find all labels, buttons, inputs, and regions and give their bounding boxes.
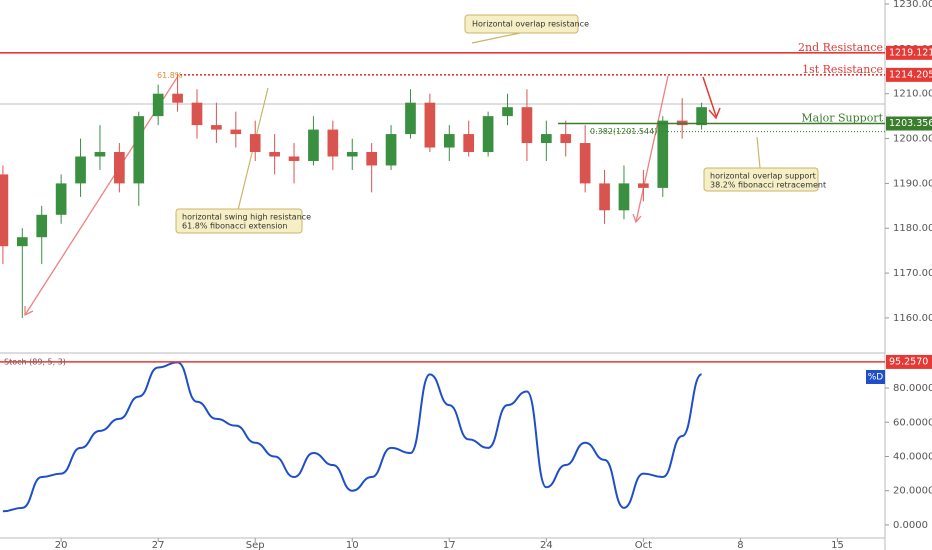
y-tick-label: 1210.000 <box>893 89 932 100</box>
level-value: 1214.205 <box>889 69 932 80</box>
y-tick-label: 1190.000 <box>893 178 932 189</box>
callout-text: 38.2% fibonacci retracement <box>710 181 826 190</box>
y-tick-label: 0.0000 <box>893 520 928 531</box>
x-tick-label: 17 <box>443 540 456 550</box>
stoch-line <box>2 361 703 513</box>
candle-body <box>560 134 572 144</box>
callout-box <box>464 14 579 34</box>
candle-body <box>133 116 145 184</box>
level-badge <box>886 67 932 82</box>
candle-body <box>16 237 28 247</box>
candle-body <box>405 102 416 135</box>
x-tick-label: 10 <box>346 540 359 550</box>
x-tick-label: 24 <box>540 540 553 550</box>
candle-body <box>540 134 552 144</box>
projection-arrow <box>702 76 721 120</box>
x-tick-label: 27 <box>152 540 165 550</box>
callout-text: 61.8% fibonacci extension <box>182 222 288 231</box>
level-badge <box>886 116 932 131</box>
x-tick-label: Oct <box>635 540 652 550</box>
level-name: 1st Resistance <box>802 63 883 76</box>
candle-body <box>249 134 261 153</box>
candle-body <box>172 93 183 103</box>
candle-body <box>75 156 86 184</box>
candle-body <box>230 129 242 135</box>
candle-body <box>114 152 125 184</box>
x-tick-label: Sep <box>246 540 265 550</box>
fib-high-label: 61.8% <box>157 71 183 80</box>
callout-text: horizontal overlap support <box>710 172 816 181</box>
candle-body <box>521 107 533 144</box>
y-tick-label: 20.0000 <box>893 486 932 497</box>
legend-label: %D <box>868 373 884 383</box>
candle-body <box>424 102 436 148</box>
candle-body <box>579 143 591 184</box>
candle-body <box>482 116 494 153</box>
candle-body <box>657 120 669 188</box>
legend-badge <box>866 370 885 384</box>
candle-body <box>191 102 203 126</box>
fib-label: 0.382(1201.544) <box>590 127 657 136</box>
y-tick-label: 1170.000 <box>893 268 932 279</box>
fib-arrows <box>24 75 669 317</box>
candle-body <box>385 134 397 166</box>
y-tick-label: 1160.000 <box>893 313 932 324</box>
candle-body <box>0 174 9 247</box>
stoch-level-badge <box>886 354 932 369</box>
candle-body <box>152 93 164 117</box>
candle-body <box>288 156 300 161</box>
callout-text: horizontal swing high resistance <box>182 213 311 222</box>
callout-box <box>175 208 303 234</box>
x-tick-label: 8 <box>737 540 743 550</box>
callouts: Horizontal overlap resistance horizontal… <box>175 14 826 234</box>
candle-body <box>55 183 67 215</box>
level-value: 1203.356 <box>889 118 932 129</box>
stoch-level-label: 95.2570 <box>889 356 928 367</box>
y-tick-label: 60.0000 <box>893 417 932 428</box>
candle-body <box>618 183 630 211</box>
callout-text: Horizontal overlap resistance <box>472 20 589 29</box>
level-name: 2nd Resistance <box>798 41 883 54</box>
callout-box <box>703 167 819 192</box>
level-value: 1219.121 <box>889 47 932 58</box>
x-tick-label: 20 <box>55 540 68 550</box>
candle-body <box>269 152 280 157</box>
candle-body <box>599 183 610 211</box>
level-badge <box>886 45 932 60</box>
candle-body <box>638 183 649 188</box>
candle-body <box>696 107 707 126</box>
x-tick-label: 15 <box>831 540 844 550</box>
candle-body <box>463 134 475 153</box>
candle-body <box>94 152 106 157</box>
candle-body <box>502 107 513 117</box>
y-tick-label: 1180.000 <box>893 223 932 234</box>
candle-body <box>36 214 48 238</box>
candle-body <box>366 152 377 166</box>
candle-body <box>211 125 222 130</box>
y-tick-label: 40.0000 <box>893 451 932 462</box>
candle-body <box>308 129 319 161</box>
candle-body <box>346 152 358 157</box>
level-name: Major Support <box>801 112 883 125</box>
candle-body <box>327 129 339 157</box>
y-tick-label: 80.0000 <box>893 383 932 394</box>
candle-body <box>443 134 455 148</box>
y-tick-label: 1230.000 <box>893 0 932 10</box>
y-tick-label: 1200.000 <box>893 134 932 145</box>
